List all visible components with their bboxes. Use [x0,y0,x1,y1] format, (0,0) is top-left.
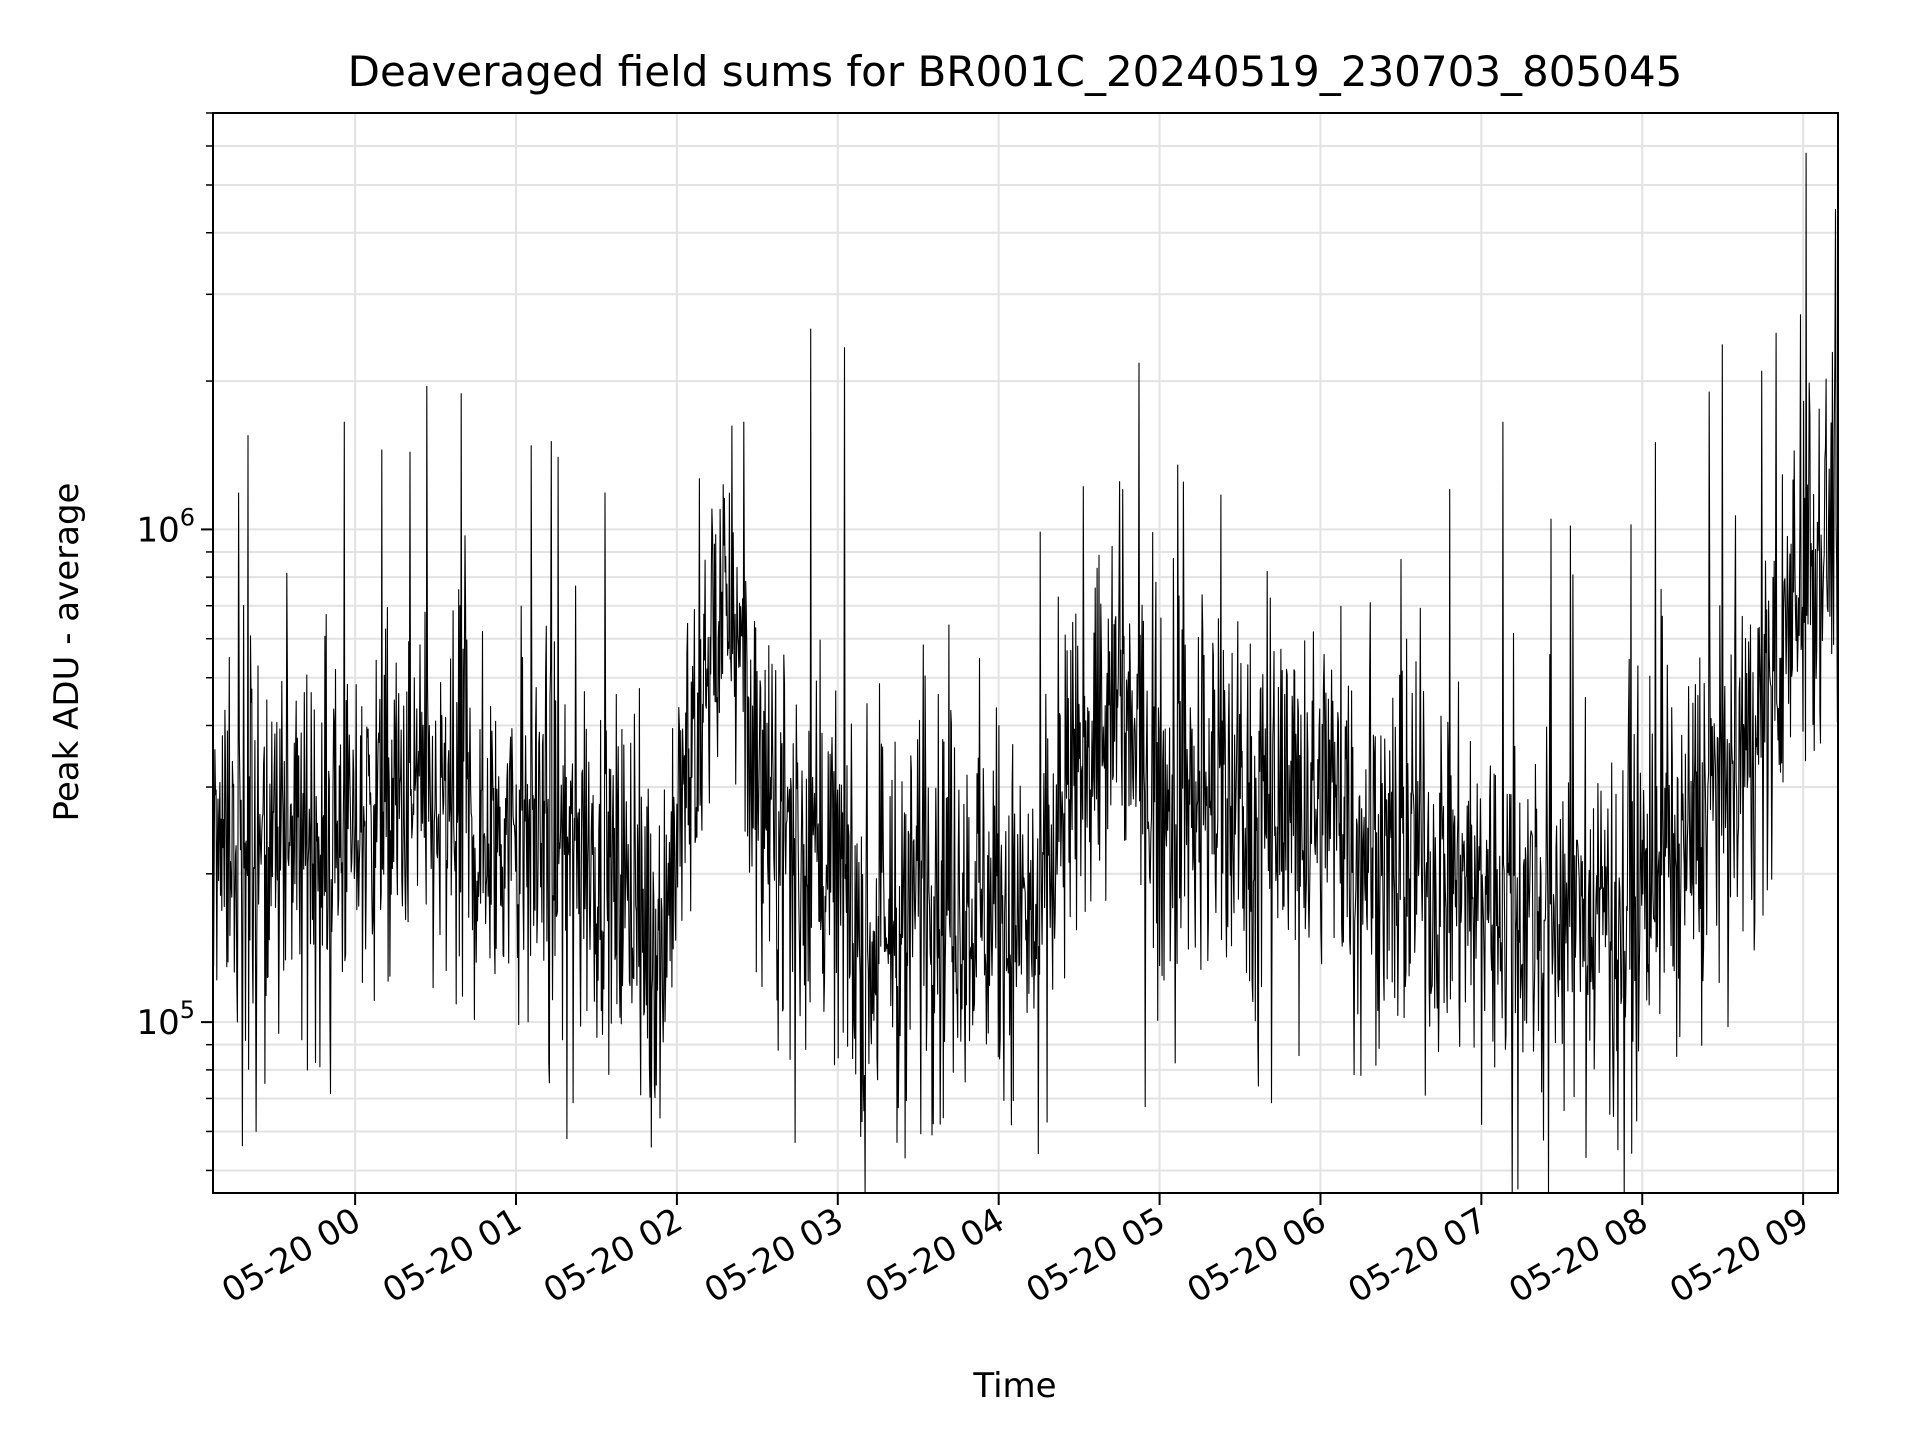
chart-title: Deaveraged field sums for BR001C_2024051… [348,47,1683,96]
data-series [212,152,1839,1194]
y-axis-label: Peak ADU - average [47,483,87,822]
y-tick-exponent: 6 [180,503,195,531]
y-tick-base: 10 [136,510,179,550]
y-tick-base: 10 [136,1003,179,1043]
y-tick-exponent: 5 [180,996,195,1024]
y-tick-label: 106 [136,503,195,550]
plot-frame [212,112,1839,1194]
y-tick-label: 105 [136,996,195,1043]
series-line [212,152,1839,1194]
x-axis-label: Time [972,1366,1056,1406]
